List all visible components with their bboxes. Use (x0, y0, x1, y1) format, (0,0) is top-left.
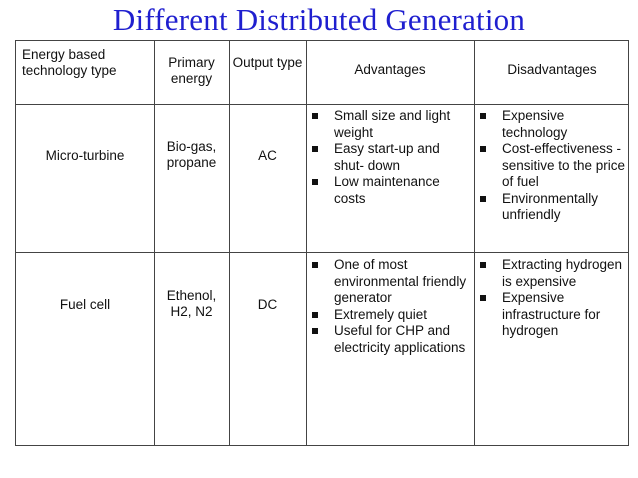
list-item: Useful for CHP and electricity applicati… (308, 323, 472, 356)
list-item: Cost-effectiveness - sensitive to the pr… (476, 141, 628, 191)
list-item: Easy start-up and shut- down (308, 141, 472, 174)
table-row-technology: Micro-turbine (45, 148, 125, 163)
column-divider (229, 41, 230, 445)
list-item: Small size and light weight (308, 108, 472, 141)
header-output-type: Output type (232, 55, 303, 70)
column-divider (306, 41, 307, 445)
table-row-output-type: AC (258, 148, 277, 163)
row-divider (16, 252, 628, 253)
advantages-list: One of most environmental friendly gener… (308, 257, 472, 356)
row-divider (16, 104, 628, 105)
advantages-list: Small size and light weight Easy start-u… (308, 108, 472, 207)
header-technology-type: Energy based technology type (22, 47, 117, 78)
table-row-technology: Fuel cell (59, 297, 111, 312)
header-disadvantages: Disadvantages (507, 62, 597, 77)
header-primary-energy: Primary energy (168, 55, 215, 86)
table-row-primary-energy: Bio-gas, propane (166, 139, 217, 170)
table-row-primary-energy: Ethenol, H2, N2 (166, 288, 217, 319)
list-item: Expensive technology (476, 108, 628, 141)
table-row-output-type: DC (257, 297, 278, 312)
column-divider (474, 41, 475, 445)
list-item: Extremely quiet (308, 307, 472, 324)
disadvantages-list: Extracting hydrogen is expensive Expensi… (476, 257, 628, 340)
list-item: Low maintenance costs (308, 174, 472, 207)
column-divider (154, 41, 155, 445)
comparison-table: Energy based technology type Primary ene… (15, 40, 629, 446)
list-item: One of most environmental friendly gener… (308, 257, 472, 307)
header-advantages: Advantages (354, 62, 426, 77)
list-item: Extracting hydrogen is expensive (476, 257, 628, 290)
disadvantages-list: Expensive technology Cost-effectiveness … (476, 108, 628, 224)
list-item: Expensive infrastructure for hydrogen (476, 290, 628, 340)
page-title: Different Distributed Generation (112, 2, 526, 37)
list-item: Environmentally unfriendly (476, 191, 628, 224)
